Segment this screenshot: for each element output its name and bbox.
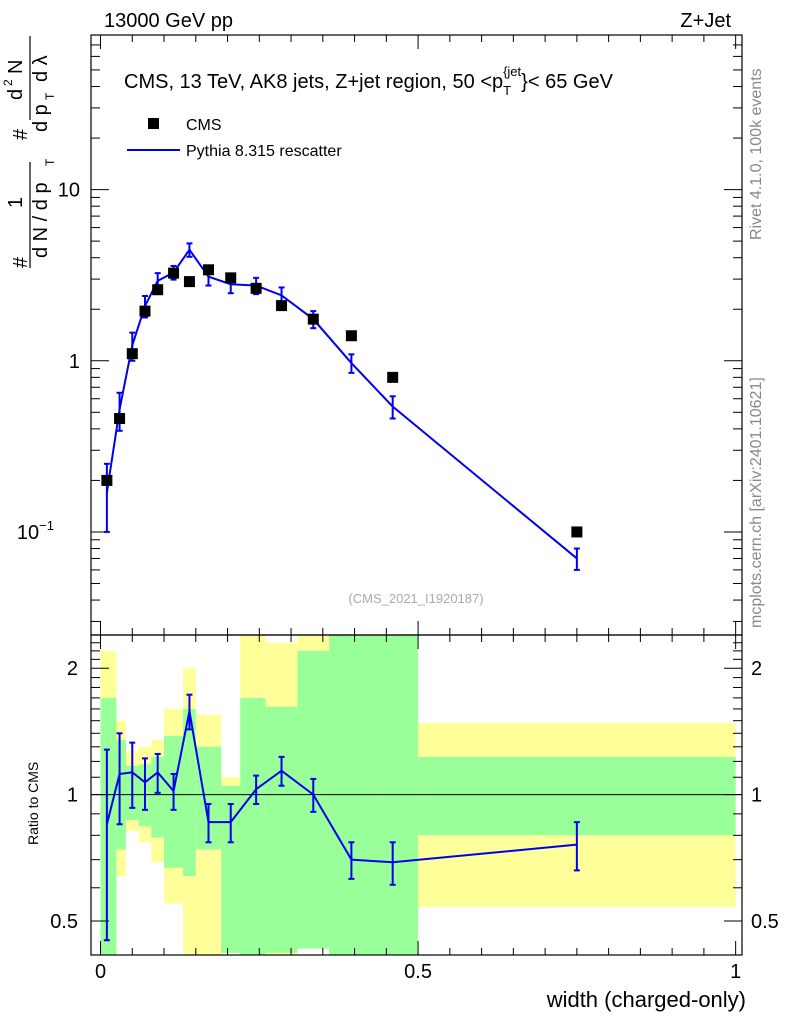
header-right: Z+Jet bbox=[680, 10, 731, 32]
cms-point bbox=[225, 272, 236, 283]
title-sup: {jet bbox=[503, 64, 521, 79]
cms-point bbox=[184, 276, 195, 287]
ylabel-hash-2: # bbox=[10, 128, 32, 140]
cms-point bbox=[168, 268, 179, 279]
ratio-y-tick-label-right: 2 bbox=[751, 658, 762, 680]
ratio-y-tick-label-left: 0.5 bbox=[50, 911, 78, 933]
main-y-tick-base: 10 bbox=[17, 522, 39, 544]
x-tick-label: 1 bbox=[730, 961, 741, 983]
cms-point bbox=[203, 264, 214, 275]
band-green-9 bbox=[240, 698, 265, 957]
cms-point bbox=[346, 330, 357, 341]
legend-cms-label: CMS bbox=[186, 117, 222, 134]
xlabel: width (charged-only) bbox=[546, 987, 746, 1012]
ylabel-hash-1: # bbox=[10, 256, 32, 268]
cms-point bbox=[276, 300, 287, 311]
ylabel-frac2-den: d p bbox=[30, 104, 52, 132]
cms-point bbox=[387, 372, 398, 383]
band-green-10 bbox=[266, 707, 298, 953]
main-y-tick-label: 1 bbox=[69, 351, 80, 373]
title-main: CMS, 13 TeV, AK8 jets, Z+jet region, 50 … bbox=[124, 71, 503, 93]
ylabel-frac2-num-tail: N bbox=[5, 60, 27, 74]
cms-point bbox=[101, 475, 112, 486]
mcplots-label: mcplots.cern.ch [arXiv:2401.10621] bbox=[748, 377, 765, 628]
main-y-tick-label: 10 bbox=[58, 180, 80, 202]
ylabel-frac1-num: 1 bbox=[5, 197, 27, 208]
plot-title: CMS, 13 TeV, AK8 jets, Z+jet region, 50 … bbox=[124, 64, 614, 98]
ylabel-sub-t: T bbox=[43, 158, 57, 166]
cms-point bbox=[571, 526, 582, 537]
title-end: < 65 GeV bbox=[528, 71, 614, 93]
main-data bbox=[101, 243, 582, 570]
ylabel-frac2-sup: 2 bbox=[1, 79, 15, 86]
cms-point bbox=[114, 413, 125, 424]
title-sub: T bbox=[503, 83, 511, 98]
legend-cms-marker bbox=[148, 118, 159, 129]
analysis-watermark: (CMS_2021_I1920187) bbox=[348, 591, 483, 606]
cms-point bbox=[139, 306, 150, 317]
main-y-tick-exp: −1 bbox=[39, 518, 54, 533]
main-ylabel: # 1 d N / d p T # d 2 N d p T d λ bbox=[1, 36, 57, 268]
chart-canvas: 13000 GeV pp Z+Jet Rivet 4.1.0, 100k eve… bbox=[0, 0, 786, 1024]
pythia-line bbox=[107, 250, 577, 559]
ylabel-frac1-den: d N / d p bbox=[30, 182, 52, 258]
cms-point bbox=[308, 314, 319, 325]
x-tick-label: 0 bbox=[95, 961, 106, 983]
ratio-y-tick-label-left: 1 bbox=[67, 785, 78, 807]
cms-point bbox=[152, 284, 163, 295]
ratio-y-tick-label-right: 0.5 bbox=[751, 911, 779, 933]
ylabel-frac2-den-tail: d λ bbox=[30, 55, 52, 82]
ratio-y-tick-label-left: 2 bbox=[67, 658, 78, 680]
main-y-tick-label: 10−1 bbox=[17, 518, 54, 544]
ylabel-frac2-num: d bbox=[5, 89, 27, 100]
legend-pythia-label: Pythia 8.315 rescatter bbox=[186, 143, 342, 160]
rivet-label: Rivet 4.1.0, 100k events bbox=[748, 68, 765, 240]
svg-text:CMS, 13 TeV, AK8 jets, Z+jet r: CMS, 13 TeV, AK8 jets, Z+jet region, 50 … bbox=[124, 64, 614, 98]
cms-point bbox=[127, 348, 138, 359]
ylabel-sub-t-2: T bbox=[43, 92, 57, 100]
ratio-y-tick-label-right: 1 bbox=[751, 785, 762, 807]
ratio-ylabel: Ratio to CMS bbox=[25, 762, 41, 845]
header-left: 13000 GeV pp bbox=[104, 10, 233, 32]
x-tick-label: 0.5 bbox=[404, 961, 432, 983]
legend: CMS Pythia 8.315 rescatter bbox=[127, 117, 342, 160]
cms-point bbox=[251, 283, 262, 294]
